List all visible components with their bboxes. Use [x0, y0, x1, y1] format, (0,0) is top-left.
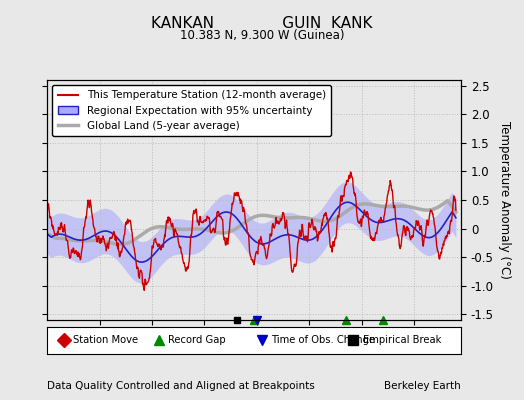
Text: Record Gap: Record Gap	[168, 335, 226, 345]
Text: Data Quality Controlled and Aligned at Breakpoints: Data Quality Controlled and Aligned at B…	[47, 381, 315, 391]
Text: Time of Obs. Change: Time of Obs. Change	[271, 335, 376, 345]
Text: 10.383 N, 9.300 W (Guinea): 10.383 N, 9.300 W (Guinea)	[180, 29, 344, 42]
Text: Empirical Break: Empirical Break	[363, 335, 441, 345]
Text: KANKAN              GUIN  KANK: KANKAN GUIN KANK	[151, 16, 373, 31]
Y-axis label: Temperature Anomaly (°C): Temperature Anomaly (°C)	[497, 121, 510, 279]
Legend: This Temperature Station (12-month average), Regional Expectation with 95% uncer: This Temperature Station (12-month avera…	[52, 85, 331, 136]
Text: Station Move: Station Move	[73, 335, 138, 345]
Text: Berkeley Earth: Berkeley Earth	[385, 381, 461, 391]
